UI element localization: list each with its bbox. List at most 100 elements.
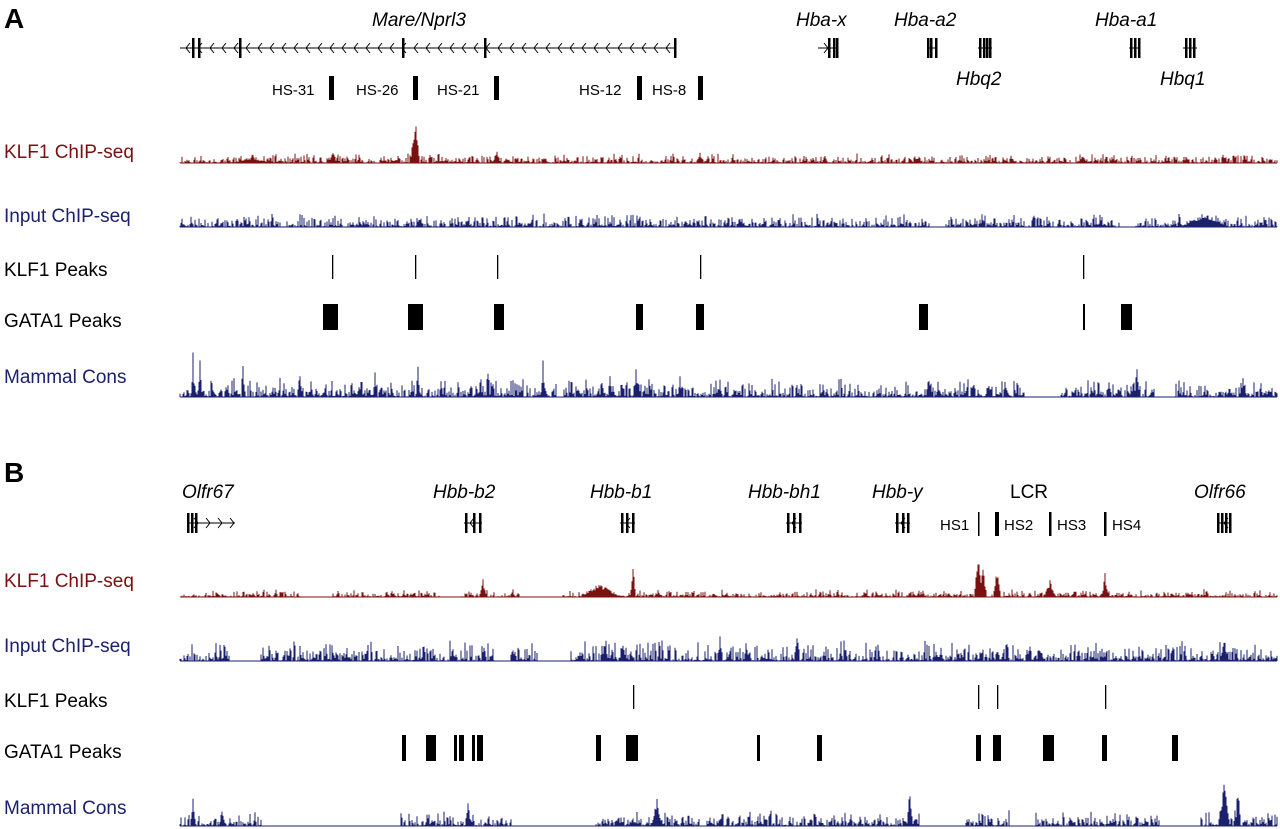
panel-b-letter: B xyxy=(4,457,24,488)
exon xyxy=(465,513,468,533)
gene-model xyxy=(187,513,235,533)
gene-model xyxy=(818,38,839,58)
exon xyxy=(1138,38,1141,58)
gata1-peak xyxy=(459,735,464,761)
track-label-klf1-peaks-b: KLF1 Peaks xyxy=(4,691,108,712)
exon xyxy=(192,38,195,58)
exon xyxy=(195,513,198,533)
klf1-peak xyxy=(1083,255,1085,279)
strand-chevron xyxy=(617,42,623,54)
strand-chevron xyxy=(305,42,311,54)
klf1-peak xyxy=(332,255,334,279)
klf1-peak xyxy=(497,255,499,279)
gata1-peak xyxy=(472,735,475,761)
exon xyxy=(1221,513,1224,533)
strand-chevron xyxy=(257,42,263,54)
lcr-hs3-label: HS3 xyxy=(1057,517,1086,534)
track-label-klf1-chip-b: KLF1 ChIP-seq xyxy=(4,571,134,592)
hs-21-label: HS-21 xyxy=(437,82,480,99)
gene-label-hba-a1: Hba-a1 xyxy=(1095,10,1157,31)
strand-chevron xyxy=(545,42,551,54)
gene-label-hba-x: Hba-x xyxy=(796,10,848,31)
exon xyxy=(1189,38,1192,58)
exon xyxy=(1229,513,1232,533)
track-label-klf1-peaks-a: KLF1 Peaks xyxy=(4,260,108,281)
input-chip-track-b xyxy=(179,636,1278,662)
gene-label-olfr66: Olfr66 xyxy=(1194,482,1246,503)
exon xyxy=(836,38,839,58)
exon xyxy=(1130,38,1133,58)
gene-label-hba-a2: Hba-a2 xyxy=(894,10,957,31)
strand-chevron xyxy=(377,42,383,54)
gene-label-hbb-y: Hbb-y xyxy=(872,482,924,503)
lcr-hs3-bar xyxy=(1049,512,1052,536)
gata1-peak xyxy=(696,304,704,330)
exon xyxy=(935,38,938,58)
hs-12-label: HS-12 xyxy=(579,82,622,99)
klf1-peaks-track-a xyxy=(332,255,1085,279)
strand-chevron xyxy=(557,42,563,54)
gata1-peak xyxy=(454,735,457,761)
input-chip-track-a xyxy=(179,213,1278,228)
gata1-peaks-track-b xyxy=(402,735,1178,761)
exon xyxy=(187,513,190,533)
strand-chevron xyxy=(497,42,503,54)
hs-21-bar xyxy=(494,76,499,100)
exon xyxy=(632,513,635,533)
hs-26-label: HS-26 xyxy=(356,82,399,99)
klf1-peak xyxy=(997,685,999,709)
exon xyxy=(1225,513,1228,533)
klf1-peak xyxy=(633,685,635,709)
hs-31-bar xyxy=(329,76,334,100)
strand-chevron xyxy=(205,517,211,529)
lcr-hs1-bar xyxy=(978,512,980,536)
klf1-peaks-track-b xyxy=(633,685,1107,709)
strand-chevron xyxy=(413,42,419,54)
lcr-hs4-label: HS4 xyxy=(1112,517,1141,534)
exon xyxy=(473,513,476,533)
exon xyxy=(239,38,242,58)
strand-chevron xyxy=(389,42,395,54)
gene-model xyxy=(1129,38,1141,58)
exon xyxy=(1134,38,1137,58)
strand-chevron xyxy=(217,517,223,529)
strand-chevron xyxy=(229,517,235,529)
gene-label-hbb-b2: Hbb-b2 xyxy=(433,482,496,503)
exon xyxy=(1217,513,1220,533)
exon xyxy=(799,513,802,533)
gata1-peak xyxy=(757,735,760,761)
gene-model xyxy=(1183,38,1197,58)
track-label-klf1-chip-a: KLF1 ChIP-seq xyxy=(4,142,134,163)
gene-models-a xyxy=(180,38,1197,58)
exon xyxy=(986,38,989,58)
gata1-peak xyxy=(477,735,483,761)
strand-chevron xyxy=(533,42,539,54)
hs-8-label: HS-8 xyxy=(652,82,686,99)
strand-chevron xyxy=(449,42,455,54)
exon xyxy=(484,38,487,58)
hs-31-label: HS-31 xyxy=(272,82,315,99)
gata1-peak xyxy=(976,735,981,761)
mammal-cons-track-a xyxy=(179,352,1278,398)
track-label-mammal-cons-b: Mammal Cons xyxy=(4,798,126,819)
strand-chevron xyxy=(653,42,659,54)
gata1-peak xyxy=(402,735,406,761)
gene-model xyxy=(620,513,635,533)
gata1-peak xyxy=(426,735,436,761)
gata1-peak xyxy=(626,735,638,761)
strand-chevron xyxy=(665,42,671,54)
strand-chevron xyxy=(221,42,227,54)
strand-chevron xyxy=(245,42,251,54)
gata1-peak xyxy=(1121,304,1132,330)
klf1-chip-track-a xyxy=(179,126,1278,164)
exon xyxy=(927,38,930,58)
hs-26-bar xyxy=(413,76,418,100)
strand-chevron xyxy=(293,42,299,54)
exon xyxy=(907,513,910,533)
lcr-hs1-label: HS1 xyxy=(940,517,969,534)
exon xyxy=(833,38,836,58)
gata1-peak xyxy=(596,735,601,761)
strand-chevron xyxy=(641,42,647,54)
gene-models-b xyxy=(187,513,1232,533)
